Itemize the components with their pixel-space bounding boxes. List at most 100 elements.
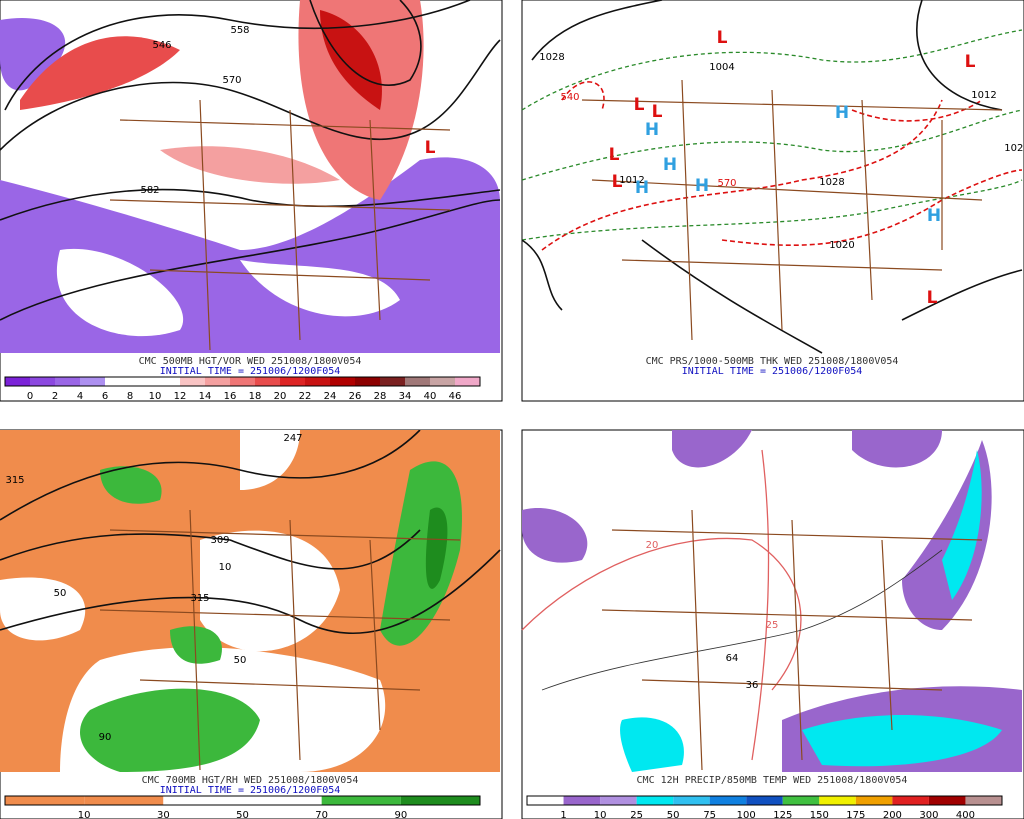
colorbar-label: 22 [299,391,312,402]
panel-700mb: 315 247 309 315 50 50 10 90 CMC 700MB HGT/RH WED… [0,429,503,819]
pressure-center: L [927,288,938,308]
pressure-center: L [425,138,436,158]
contour-label: 1012 [971,90,996,101]
colorbar-segment [321,796,401,805]
colorbar-label: 75 [703,810,716,819]
colorbar-frame [4,795,481,806]
colorbar-label: 4 [77,391,83,402]
colorbar-segment [455,377,480,386]
contour-label: 315 [190,593,209,604]
pressure-center: H [835,103,849,123]
colorbar-segment [80,377,105,386]
colorbar-label: 12 [174,391,187,402]
colorbar-label: 20 [274,391,287,402]
colorbar-segment [855,796,893,805]
colorbar-segment [130,377,155,386]
colorbar-segment [205,377,230,386]
pressure-center: L [717,28,728,48]
contour-label: 570 [717,178,736,189]
colorbar-label: 50 [236,810,249,819]
contour-label: 1004 [709,62,734,73]
colorbar-label: 100 [737,810,756,819]
panel-frame [521,0,1024,402]
contour-label: 50 [54,588,67,599]
colorbar-segment [965,796,1002,805]
panel-500mb: 546 558 570 582 L CMC 500MB HGT/VOR WED 25100… [0,0,503,402]
pressure-center: L [965,52,976,72]
panel-title: CMC PRS/1000-500MB THK WED 251008/1800V0… [646,356,899,367]
contour-label: 1020 [1004,143,1024,154]
contour-label: 36 [746,680,759,691]
pressure-center: L [612,172,623,192]
colorbar-segment [163,796,243,805]
colorbar-label: 50 [667,810,680,819]
map [0,0,501,353]
colorbar-label: 8 [127,391,133,402]
panel-subtitle: INITIAL TIME = 251006/1200F054 [160,366,341,377]
colorbar-segment [255,377,280,386]
colorbar-label: 40 [424,391,437,402]
contour-label: 315 [5,475,24,486]
colorbar-label: 70 [315,810,328,819]
contour-label: 1020 [829,240,854,251]
colorbar-label: 10 [149,391,162,402]
contour-label: 1028 [819,177,844,188]
colorbar-segment [673,796,710,805]
contour-label: 64 [726,653,739,664]
colorbar-frame [526,795,1003,806]
panel-sfc: 1028100454010121028102010205701012LLLLLL… [521,0,1024,402]
colorbar-segment [242,796,322,805]
colorbar-label: 30 [157,810,170,819]
contour-label: 570 [222,75,241,86]
colorbar-segment [305,377,330,386]
colorbar-segment [709,796,747,805]
map [0,429,501,772]
colorbar-segment [30,377,55,386]
colorbar-segment [105,377,130,386]
colorbar-label: 46 [449,391,462,402]
colorbar-label: 400 [956,810,975,819]
colorbar-segment [55,377,80,386]
colorbar-segment [430,377,455,386]
colorbar-segment [782,796,820,805]
colorbar-segment [746,796,783,805]
colorbar-segment [819,796,856,805]
colorbar-label: 2 [52,391,58,402]
colorbar-segment [405,377,430,386]
colorbar-segment [892,796,929,805]
contour-label: 50 [234,655,247,666]
panel-title: CMC 500MB HGT/VOR WED 251008/1800V054 [139,356,362,367]
colorbar-label: 14 [199,391,212,402]
panel-subtitle: INITIAL TIME = 251006/1200F054 [682,366,863,377]
colorbar-label: 125 [773,810,792,819]
pressure-center: H [663,155,677,175]
pressure-center: H [645,120,659,140]
colorbar-label: 24 [324,391,337,402]
colorbar-segment [230,377,255,386]
colorbar-label: 90 [394,810,407,819]
contour-label: 582 [140,185,159,196]
colorbar-segment [600,796,637,805]
contour-label: 309 [210,535,229,546]
map [521,0,1023,354]
colorbar-frame [4,376,481,387]
contour-label: 247 [283,433,302,444]
panel-precip: 64 36 20 25 CMC 12H PRECIP/850MB TEMP WED 25… [521,429,1024,819]
colorbar-segment [330,377,355,386]
colorbar-segment [280,377,305,386]
colorbar-label: 25 [630,810,643,819]
colorbar-segment [400,796,480,805]
colorbar-label: 18 [249,391,262,402]
pressure-center: H [635,178,649,198]
map [521,430,1022,772]
panel-subtitle: INITIAL TIME = 251006/1200F054 [160,785,341,796]
pressure-center: H [927,206,941,226]
contour-label: 25 [766,620,779,631]
colorbar-segment [527,796,564,805]
colorbar-label: 150 [810,810,829,819]
colorbar-label: 10 [594,810,607,819]
colorbar-segment [5,796,85,805]
colorbar-segment [355,377,380,386]
contour-label: 1028 [539,52,564,63]
colorbar-label: 1 [560,810,566,819]
